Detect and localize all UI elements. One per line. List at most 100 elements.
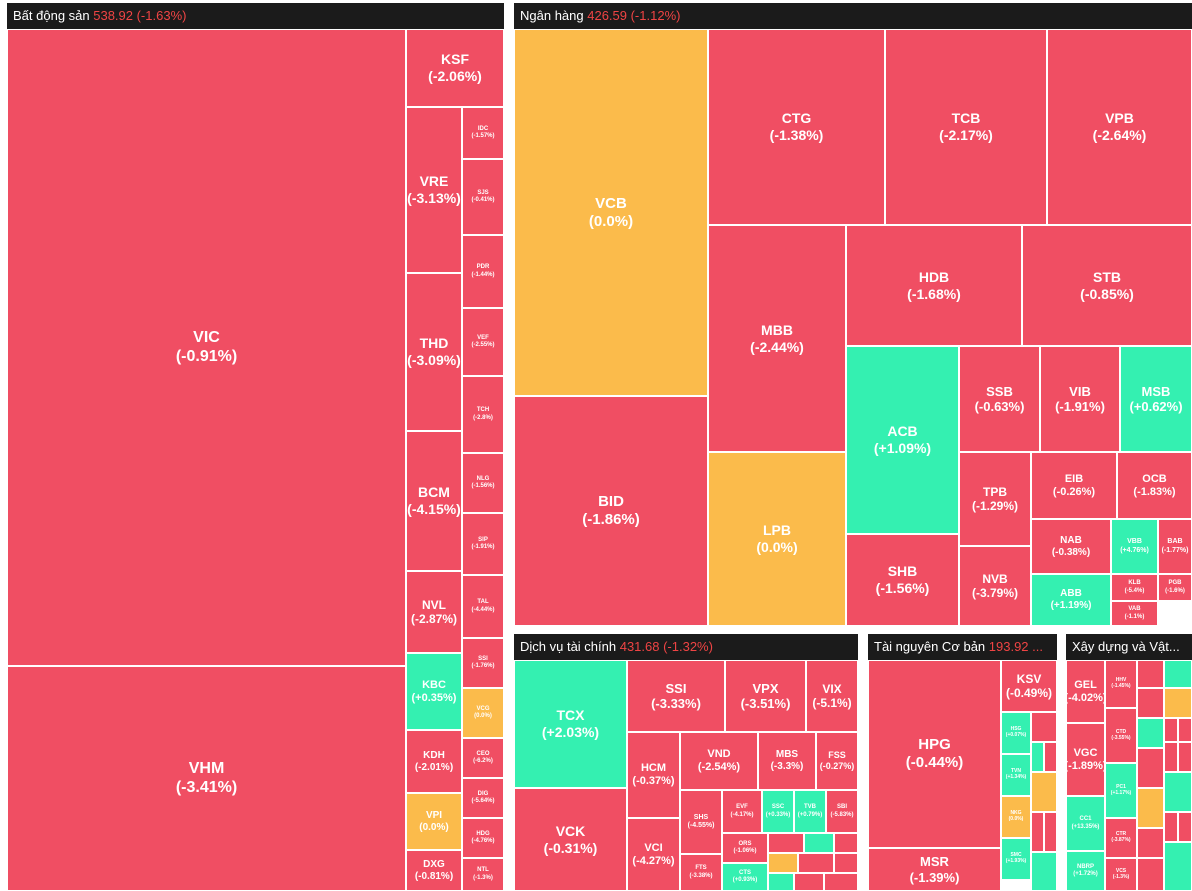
stock-tile[interactable]: TPB (-1.29%): [959, 452, 1031, 546]
stock-tile[interactable]: TCH (-2.8%): [462, 376, 504, 453]
stock-tile[interactable]: VND (-2.54%): [680, 732, 758, 790]
small-stock-tile[interactable]: [1164, 688, 1192, 718]
small-stock-tile[interactable]: [1031, 812, 1044, 852]
small-stock-tile[interactable]: [768, 853, 798, 873]
sector-header[interactable]: Dịch vụ tài chính 431.68 (-1.32%): [514, 634, 858, 660]
stock-tile[interactable]: NBRP (+1.72%): [1066, 851, 1105, 891]
stock-tile[interactable]: TVB (+0.79%): [794, 790, 826, 833]
stock-tile[interactable]: VAB (-1.1%): [1111, 601, 1158, 626]
stock-tile[interactable]: IDC (-1.57%): [462, 107, 504, 159]
stock-tile[interactable]: VGC (-1.89%): [1066, 723, 1105, 796]
stock-tile[interactable]: BCM (-4.15%): [406, 431, 462, 571]
small-stock-tile[interactable]: [1137, 748, 1164, 788]
stock-tile[interactable]: VCB (0.0%): [514, 29, 708, 396]
stock-tile[interactable]: PGB (-1.6%): [1158, 574, 1192, 601]
stock-tile[interactable]: BID (-1.86%): [514, 396, 708, 626]
stock-tile[interactable]: EIB (-0.26%): [1031, 452, 1117, 519]
small-stock-tile[interactable]: [1044, 742, 1057, 772]
stock-tile[interactable]: ORS (-1.06%): [722, 833, 768, 863]
stock-tile[interactable]: VBB (+4.76%): [1111, 519, 1158, 574]
stock-tile[interactable]: VIB (-1.91%): [1040, 346, 1120, 452]
small-stock-tile[interactable]: [1178, 742, 1192, 772]
stock-tile[interactable]: THD (-3.09%): [406, 273, 462, 431]
stock-tile[interactable]: CTD (-3.55%): [1105, 708, 1137, 763]
stock-tile[interactable]: TAL (-4.44%): [462, 575, 504, 638]
stock-tile[interactable]: NVB (-3.79%): [959, 546, 1031, 626]
small-stock-tile[interactable]: [1137, 660, 1164, 688]
stock-tile[interactable]: KBC (+0.35%): [406, 653, 462, 730]
stock-tile[interactable]: KSV (-0.49%): [1001, 660, 1057, 712]
small-stock-tile[interactable]: [1164, 812, 1178, 842]
stock-tile[interactable]: FTS (-3.38%): [680, 854, 722, 891]
stock-tile[interactable]: SIP (-1.91%): [462, 513, 504, 575]
stock-tile[interactable]: STB (-0.85%): [1022, 225, 1192, 346]
small-stock-tile[interactable]: [1031, 852, 1057, 891]
stock-tile[interactable]: HDB (-1.68%): [846, 225, 1022, 346]
stock-tile[interactable]: SSI (-1.76%): [462, 638, 504, 688]
stock-tile[interactable]: TCX (+2.03%): [514, 660, 627, 788]
stock-tile[interactable]: KDH (-2.01%): [406, 730, 462, 793]
stock-tile[interactable]: HDG (-4.76%): [462, 818, 504, 858]
stock-tile[interactable]: KSF (-2.06%): [406, 29, 504, 107]
stock-tile[interactable]: VHM (-3.41%): [7, 666, 406, 891]
stock-tile[interactable]: VPI (0.0%): [406, 793, 462, 850]
stock-tile[interactable]: PDR (-1.44%): [462, 235, 504, 308]
stock-tile[interactable]: ACB (+1.09%): [846, 346, 959, 534]
small-stock-tile[interactable]: [794, 873, 824, 891]
stock-tile[interactable]: DIG (-5.64%): [462, 778, 504, 818]
stock-tile[interactable]: NAB (-0.38%): [1031, 519, 1111, 574]
stock-tile[interactable]: NTL (-1.3%): [462, 858, 504, 891]
stock-tile[interactable]: TCB (-2.17%): [885, 29, 1047, 225]
stock-tile[interactable]: VIX (-5.1%): [806, 660, 858, 732]
stock-tile[interactable]: CTG (-1.38%): [708, 29, 885, 225]
small-stock-tile[interactable]: [1137, 858, 1164, 891]
small-stock-tile[interactable]: [1178, 718, 1192, 742]
stock-tile[interactable]: CC1 (+13.35%): [1066, 796, 1105, 851]
sector-header[interactable]: Tài nguyên Cơ bản 193.92 ...: [868, 634, 1057, 660]
stock-tile[interactable]: OCB (-1.83%): [1117, 452, 1192, 519]
small-stock-tile[interactable]: [1137, 788, 1164, 828]
stock-tile[interactable]: HSG (+0.07%): [1001, 712, 1031, 754]
stock-tile[interactable]: NVL (-2.87%): [406, 571, 462, 653]
stock-tile[interactable]: MBB (-2.44%): [708, 225, 846, 452]
small-stock-tile[interactable]: [1164, 718, 1178, 742]
small-stock-tile[interactable]: [1137, 718, 1164, 748]
small-stock-tile[interactable]: [1178, 812, 1192, 842]
stock-tile[interactable]: SJS (-0.41%): [462, 159, 504, 235]
stock-tile[interactable]: LPB (0.0%): [708, 452, 846, 626]
stock-tile[interactable]: SHS (-4.55%): [680, 790, 722, 854]
stock-tile[interactable]: KLB (-5.4%): [1111, 574, 1158, 601]
stock-tile[interactable]: SBI (-5.83%): [826, 790, 858, 833]
small-stock-tile[interactable]: [1164, 660, 1192, 688]
small-stock-tile[interactable]: [824, 873, 858, 891]
stock-tile[interactable]: VCI (-4.27%): [627, 818, 680, 891]
stock-tile[interactable]: SSI (-3.33%): [627, 660, 725, 732]
small-stock-tile[interactable]: [1031, 742, 1044, 772]
stock-tile[interactable]: EVF (-4.17%): [722, 790, 762, 833]
stock-tile[interactable]: NKG (0.0%): [1001, 796, 1031, 838]
stock-tile[interactable]: SSB (-0.63%): [959, 346, 1040, 452]
stock-tile[interactable]: DXG (-0.81%): [406, 850, 462, 891]
stock-tile[interactable]: GEL (-4.02%): [1066, 660, 1105, 723]
stock-tile[interactable]: SMC (+1.93%): [1001, 838, 1031, 880]
stock-tile[interactable]: VRE (-3.13%): [406, 107, 462, 273]
small-stock-tile[interactable]: [1031, 712, 1057, 742]
stock-tile[interactable]: BAB (-1.77%): [1158, 519, 1192, 574]
stock-tile[interactable]: VCS (-1.3%): [1105, 858, 1137, 891]
stock-tile[interactable]: VPX (-3.51%): [725, 660, 806, 732]
stock-tile[interactable]: HPG (-0.44%): [868, 660, 1001, 848]
stock-tile[interactable]: MSR (-1.39%): [868, 848, 1001, 891]
small-stock-tile[interactable]: [834, 833, 858, 853]
small-stock-tile[interactable]: [798, 853, 834, 873]
small-stock-tile[interactable]: [834, 853, 858, 873]
sector-header[interactable]: Ngân hàng 426.59 (-1.12%): [514, 3, 1192, 29]
stock-tile[interactable]: VIC (-0.91%): [7, 29, 406, 666]
stock-tile[interactable]: SSC (+0.33%): [762, 790, 794, 833]
stock-tile[interactable]: HHV (-1.45%): [1105, 660, 1137, 708]
sector-header[interactable]: Xây dựng và Vật...: [1066, 634, 1192, 660]
small-stock-tile[interactable]: [768, 873, 794, 891]
sector-header[interactable]: Bất động sản 538.92 (-1.63%): [7, 3, 504, 29]
small-stock-tile[interactable]: [1137, 828, 1164, 858]
stock-tile[interactable]: NLG (-1.56%): [462, 453, 504, 513]
stock-tile[interactable]: CEO (-6.2%): [462, 738, 504, 778]
